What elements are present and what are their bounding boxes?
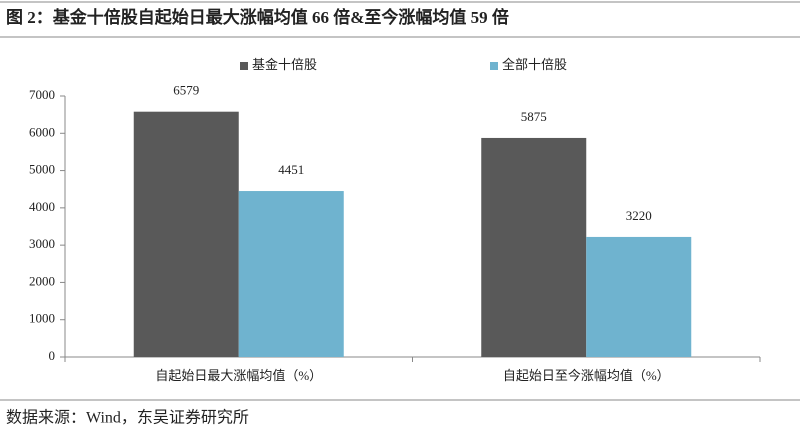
bar xyxy=(481,137,587,357)
chart-title: 图 2：基金十倍股自起始日最大涨幅均值 66 倍&至今涨幅均值 59 倍 xyxy=(6,7,509,27)
data-label: 6579 xyxy=(173,83,199,98)
y-tick-label: 2000 xyxy=(29,273,55,288)
y-tick-label: 5000 xyxy=(29,162,55,177)
legend-label: 全部十倍股 xyxy=(502,57,567,72)
bar xyxy=(238,191,344,357)
y-tick-label: 6000 xyxy=(29,124,55,139)
legend-swatch xyxy=(240,62,248,70)
bar xyxy=(586,236,692,357)
data-label: 3220 xyxy=(626,208,652,223)
data-label: 5875 xyxy=(521,109,547,124)
legend-swatch xyxy=(490,62,498,70)
bar xyxy=(133,111,239,357)
y-tick-label: 0 xyxy=(49,348,56,363)
x-tick-label: 自起始日至今涨幅均值（%） xyxy=(503,368,670,383)
y-tick-label: 4000 xyxy=(29,199,55,214)
source-note: 数据来源：Wind，东吴证券研究所 xyxy=(6,409,249,427)
x-tick-label: 自起始日最大涨幅均值（%） xyxy=(155,368,322,383)
y-tick-label: 7000 xyxy=(29,87,55,102)
data-label: 4451 xyxy=(278,162,304,177)
y-tick-label: 1000 xyxy=(29,311,55,326)
y-tick-label: 3000 xyxy=(29,236,55,251)
legend-label: 基金十倍股 xyxy=(252,57,317,72)
